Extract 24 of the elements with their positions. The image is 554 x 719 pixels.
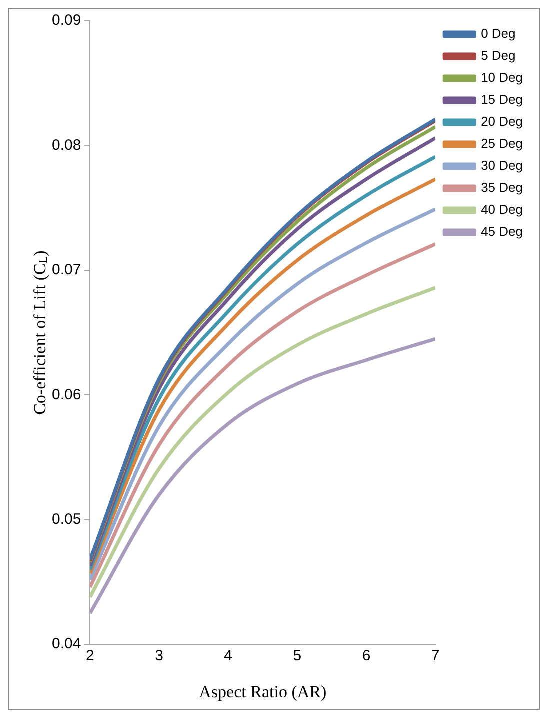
x-tick-label: 2 [86,648,94,665]
x-axis-title: Aspect Ratio (AR) [199,682,327,702]
x-tick-label: 7 [431,648,440,665]
y-axis-title: Co-efficient of Lift (CL) [30,250,50,415]
legend-label: 0 Deg [481,26,516,42]
y-tick-label: 0.04 [52,636,82,653]
legend-label: 30 Deg [481,158,523,174]
y-tick-label: 0.05 [52,511,82,528]
y-tick-label: 0.08 [52,136,82,154]
x-tick-label: 3 [155,648,164,665]
legend-label: 35 Deg [481,180,523,196]
legend-label: 40 Deg [481,202,523,218]
x-tick-label: 5 [293,648,302,665]
x-tick-label: 6 [362,648,371,665]
legend-label: 10 Deg [481,70,523,86]
legend-label: 20 Deg [481,114,523,130]
x-tick-label: 4 [224,648,233,665]
legend-label: 15 Deg [481,92,523,108]
legend-label: 5 Deg [481,48,516,64]
legend-label: 45 Deg [481,224,523,240]
legend-label: 25 Deg [481,136,523,152]
y-tick-label: 0.09 [52,12,82,30]
y-tick-label: 0.06 [52,386,82,404]
y-tick-label: 0.07 [52,262,82,279]
